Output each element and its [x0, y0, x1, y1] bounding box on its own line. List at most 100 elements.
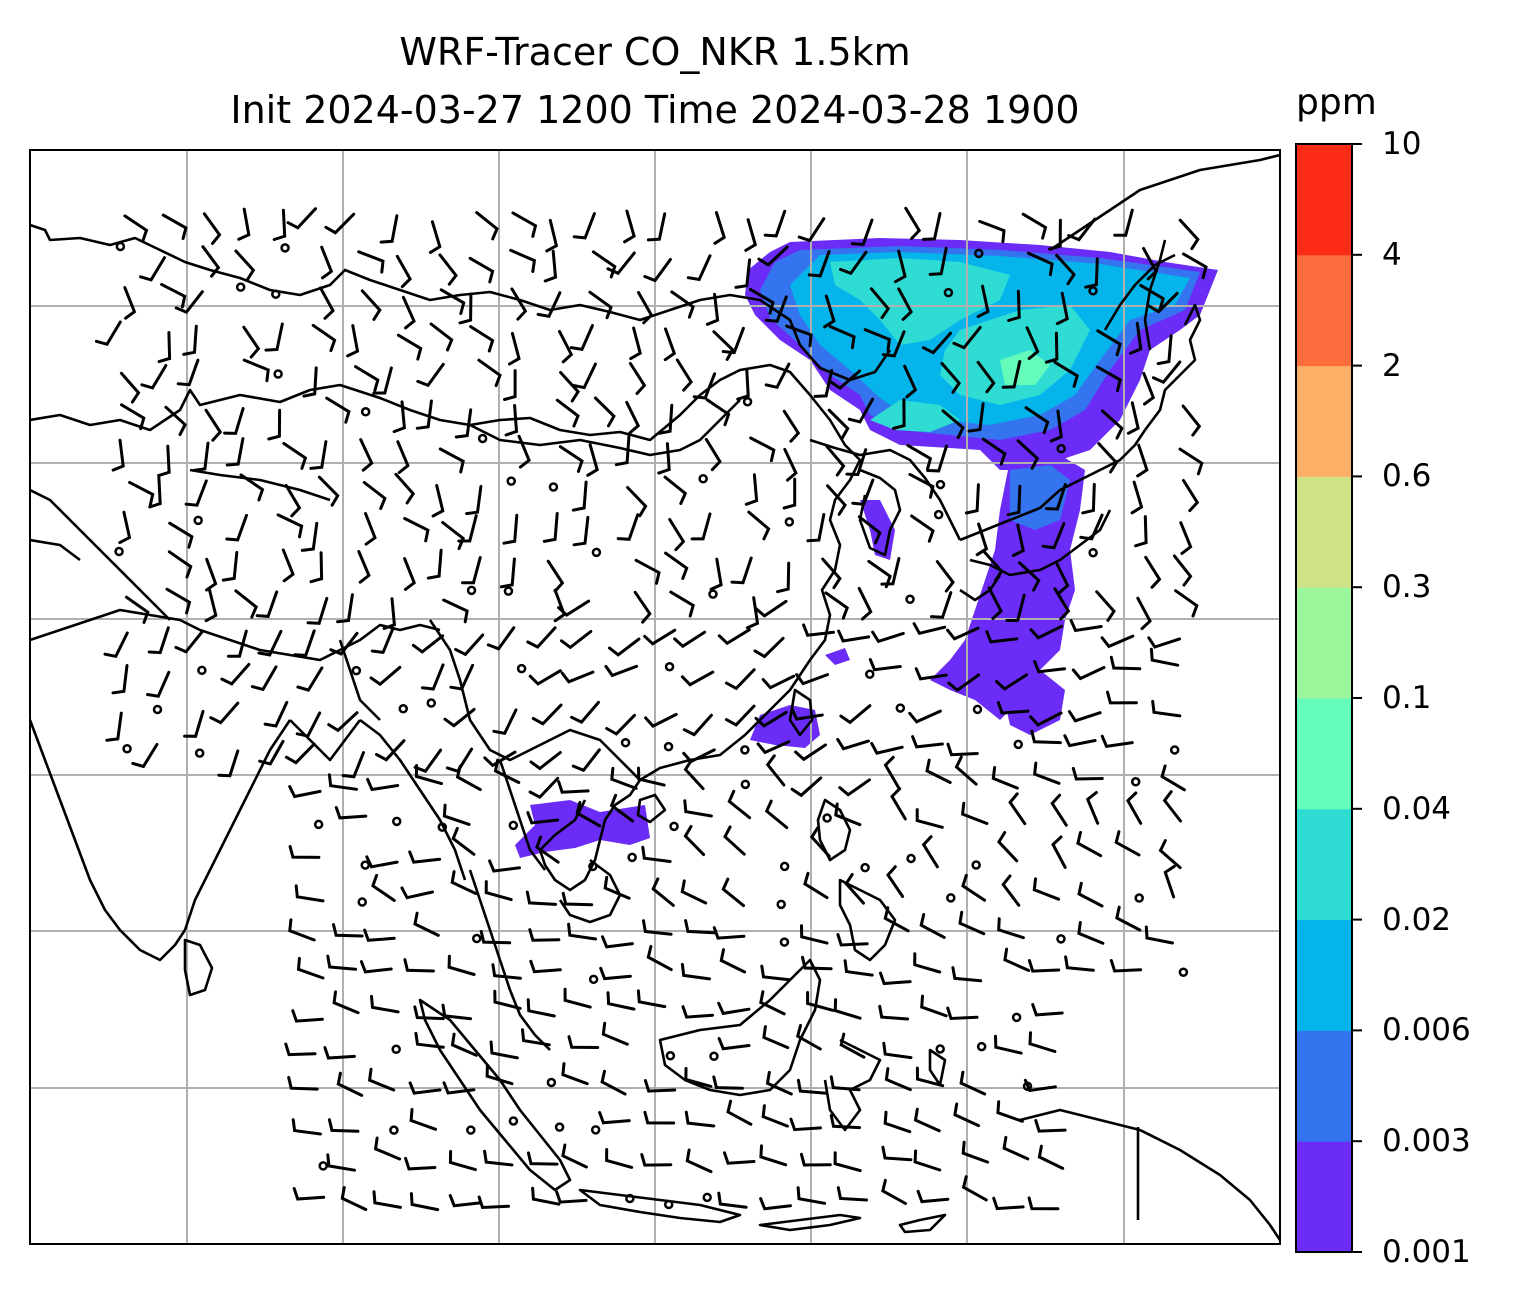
- interior-border-3: [498, 759, 547, 871]
- wind-barb: [796, 1186, 827, 1205]
- wind-barb: [908, 472, 935, 499]
- wind-barb: [454, 633, 485, 657]
- wind-barb: [996, 1100, 1024, 1123]
- wind-barb: [1136, 443, 1149, 478]
- wind-barb: [535, 835, 560, 864]
- wind-barb: [359, 960, 393, 974]
- wind-barb: [448, 1194, 482, 1208]
- wind-barb: [673, 630, 707, 649]
- wind-barb: [1064, 955, 1095, 972]
- wind-barb: [1182, 252, 1208, 280]
- calm-wind-marker: [360, 407, 371, 417]
- wind-barb: [295, 711, 322, 738]
- wind-barb: [1025, 326, 1040, 360]
- philippines-luzon: [816, 798, 852, 862]
- wind-barb: [458, 292, 473, 325]
- wind-barb: [987, 586, 1003, 620]
- wind-barb: [809, 826, 831, 858]
- wind-barb: [759, 1144, 788, 1167]
- wind-barb: [1031, 1003, 1064, 1017]
- colorbar-segment: [1296, 365, 1352, 477]
- calm-wind-marker: [508, 1116, 519, 1126]
- wind-barb: [1139, 283, 1165, 311]
- wind-barb: [837, 629, 871, 643]
- wind-barb: [1126, 401, 1140, 435]
- wind-barb: [340, 1186, 368, 1211]
- wind-barb: [975, 522, 989, 557]
- calm-wind-marker: [351, 665, 362, 676]
- wind-barb: [326, 954, 358, 971]
- wind-barb: [880, 557, 901, 586]
- wind-barb: [111, 664, 129, 695]
- wind-barb: [882, 1041, 913, 1060]
- colorbar-segment: [1296, 919, 1352, 1031]
- calm-wind-marker: [516, 663, 527, 674]
- calm-wind-marker: [313, 819, 324, 830]
- wind-barb: [281, 548, 295, 583]
- wind-barb: [450, 870, 478, 895]
- wind-barb: [477, 358, 502, 388]
- wind-barb: [1126, 791, 1143, 825]
- wind-barb: [736, 368, 750, 401]
- plume-yellow-sea-patch: [825, 648, 850, 665]
- wind-barb: [174, 630, 204, 654]
- wind-barb: [477, 1195, 510, 1210]
- wind-barb: [795, 1024, 822, 1051]
- wind-barb: [930, 591, 953, 619]
- wind-barb: [493, 758, 521, 784]
- wind-barb: [967, 402, 985, 433]
- wind-barb: [375, 739, 406, 762]
- wind-barb: [1182, 479, 1200, 513]
- wind-barb: [192, 441, 210, 472]
- calm-wind-marker: [357, 897, 367, 907]
- wind-barb: [336, 593, 354, 624]
- wind-barb: [291, 1118, 322, 1136]
- wind-barb: [125, 595, 150, 624]
- wind-barb: [119, 371, 141, 404]
- wind-barb: [234, 589, 259, 619]
- interior-border-1: [428, 619, 541, 762]
- wind-barb: [764, 295, 788, 323]
- wind-barb: [204, 408, 223, 442]
- india-east-coast: [183, 719, 292, 931]
- plume-north-hotspot: [1000, 350, 1050, 385]
- wind-barb: [567, 922, 598, 941]
- malay-peninsula: [468, 869, 551, 1051]
- wind-barb: [633, 590, 652, 624]
- wind-barb: [614, 435, 631, 467]
- wind-barb: [668, 518, 686, 552]
- wind-barb: [680, 670, 715, 687]
- wind-barb: [439, 288, 466, 315]
- wind-barb: [1006, 484, 1022, 517]
- map-frame: [29, 149, 1281, 1245]
- wind-barb: [139, 256, 166, 282]
- okhotsk-coast: [1103, 253, 1176, 331]
- wind-barb: [157, 331, 172, 364]
- wind-barb: [836, 737, 870, 751]
- wind-barb: [961, 1175, 988, 1202]
- calm-wind-marker: [935, 1044, 945, 1054]
- wind-barb: [803, 871, 829, 900]
- wind-barb: [309, 440, 328, 470]
- wind-barb: [263, 700, 289, 728]
- colorbar-segment: [1296, 1030, 1352, 1142]
- wind-barb: [147, 626, 170, 655]
- wind-barb: [1053, 587, 1071, 621]
- wind-barb: [559, 371, 580, 403]
- wind-barb: [454, 408, 473, 439]
- wind-barb: [709, 557, 723, 591]
- hainan: [636, 793, 667, 824]
- wind-barb: [790, 707, 824, 721]
- wind-barb: [294, 884, 325, 903]
- wind-barb: [504, 404, 519, 437]
- wind-barb: [1084, 257, 1099, 289]
- wind-barb: [526, 811, 560, 825]
- wind-barb: [363, 928, 396, 942]
- wind-barb: [797, 217, 826, 243]
- japan-south: [969, 509, 1112, 577]
- wind-barb: [684, 1066, 713, 1088]
- calm-wind-marker: [784, 517, 795, 527]
- wind-barb: [747, 510, 771, 541]
- wind-barb: [382, 597, 396, 630]
